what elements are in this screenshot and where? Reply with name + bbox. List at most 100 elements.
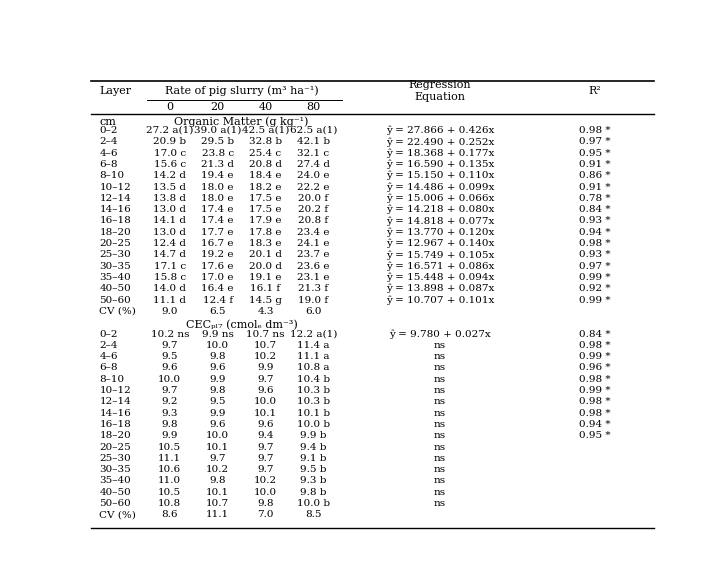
Text: 22.2 e: 22.2 e: [297, 183, 329, 192]
Text: 27.2 a(1): 27.2 a(1): [146, 126, 193, 135]
Text: 17.9 e: 17.9 e: [249, 216, 282, 225]
Text: 10.0: 10.0: [158, 375, 181, 384]
Text: 20–25: 20–25: [100, 443, 131, 452]
Text: 10.1: 10.1: [206, 488, 229, 497]
Text: ŷ = 15.006 + 0.066x: ŷ = 15.006 + 0.066x: [386, 193, 494, 203]
Text: 9.6: 9.6: [209, 420, 226, 429]
Text: 9.9 b: 9.9 b: [300, 431, 326, 440]
Text: 24.1 e: 24.1 e: [297, 239, 329, 248]
Text: 18.2 e: 18.2 e: [249, 183, 282, 192]
Text: 9.8: 9.8: [209, 352, 226, 361]
Text: 18.0 e: 18.0 e: [201, 194, 234, 203]
Text: 23.1 e: 23.1 e: [297, 273, 329, 282]
Text: Layer: Layer: [100, 86, 132, 96]
Text: 19.4 e: 19.4 e: [201, 171, 234, 180]
Text: 9.5: 9.5: [209, 397, 226, 406]
Text: 18.3 e: 18.3 e: [249, 239, 282, 248]
Text: ŷ = 16.590 + 0.135x: ŷ = 16.590 + 0.135x: [386, 160, 494, 169]
Text: 39.0 a(1): 39.0 a(1): [194, 126, 241, 135]
Text: 12.4 f: 12.4 f: [203, 295, 233, 304]
Text: 0: 0: [166, 102, 173, 112]
Text: 10.2: 10.2: [206, 465, 229, 474]
Text: 50–60: 50–60: [100, 295, 131, 304]
Text: ns: ns: [434, 375, 446, 384]
Text: 9.8: 9.8: [209, 386, 226, 395]
Text: 0.91 *: 0.91 *: [579, 183, 611, 192]
Text: 11.1: 11.1: [206, 510, 229, 519]
Text: 14.0 d: 14.0 d: [153, 284, 186, 293]
Text: 9.7: 9.7: [257, 454, 274, 463]
Text: 0.99 *: 0.99 *: [579, 273, 611, 282]
Text: 19.0 f: 19.0 f: [298, 295, 329, 304]
Text: 15.6 c: 15.6 c: [153, 160, 186, 169]
Text: 14–16: 14–16: [100, 409, 131, 418]
Text: 12.2 a(1): 12.2 a(1): [290, 329, 337, 339]
Text: 2–4: 2–4: [100, 137, 118, 146]
Text: 0.84 *: 0.84 *: [579, 329, 611, 339]
Text: 9.5: 9.5: [161, 352, 178, 361]
Text: 16.4 e: 16.4 e: [201, 284, 234, 293]
Text: 9.8: 9.8: [257, 499, 274, 508]
Text: 20.0 d: 20.0 d: [249, 262, 282, 271]
Text: 9.0: 9.0: [161, 307, 178, 316]
Text: 10.2: 10.2: [254, 476, 277, 485]
Text: 17.4 e: 17.4 e: [201, 205, 234, 214]
Text: 0.84 *: 0.84 *: [579, 205, 611, 214]
Text: ŷ = 14.218 + 0.080x: ŷ = 14.218 + 0.080x: [386, 205, 494, 215]
Text: 0.98 *: 0.98 *: [579, 239, 611, 248]
Text: 12–14: 12–14: [100, 397, 131, 406]
Text: cm: cm: [100, 117, 116, 127]
Text: ŷ = 16.571 + 0.086x: ŷ = 16.571 + 0.086x: [386, 261, 494, 271]
Text: ŷ = 15.448 + 0.094x: ŷ = 15.448 + 0.094x: [386, 273, 494, 282]
Text: 4–6: 4–6: [100, 352, 118, 361]
Text: 9.7: 9.7: [161, 386, 178, 395]
Text: 10–12: 10–12: [100, 386, 131, 395]
Text: 9.5 b: 9.5 b: [300, 465, 326, 474]
Text: 9.8: 9.8: [161, 420, 178, 429]
Text: 0.98 *: 0.98 *: [579, 375, 611, 384]
Text: 9.4: 9.4: [257, 431, 274, 440]
Text: ns: ns: [434, 465, 446, 474]
Text: 10.7 ns: 10.7 ns: [246, 329, 285, 339]
Text: R²: R²: [589, 86, 601, 96]
Text: 10.7: 10.7: [254, 341, 277, 350]
Text: 17.1 c: 17.1 c: [153, 262, 186, 271]
Text: 80: 80: [306, 102, 321, 112]
Text: 8–10: 8–10: [100, 171, 124, 180]
Text: CV (%): CV (%): [100, 307, 136, 316]
Text: 42.1 b: 42.1 b: [297, 137, 330, 146]
Text: 10.0 b: 10.0 b: [297, 499, 330, 508]
Text: ns: ns: [434, 431, 446, 440]
Text: 12.4 d: 12.4 d: [153, 239, 186, 248]
Text: 10.6: 10.6: [158, 465, 181, 474]
Text: 0.97 *: 0.97 *: [579, 262, 611, 271]
Text: ns: ns: [434, 420, 446, 429]
Text: 20: 20: [211, 102, 225, 112]
Text: 20–25: 20–25: [100, 239, 131, 248]
Text: 0.92 *: 0.92 *: [579, 284, 611, 293]
Text: 20.2 f: 20.2 f: [298, 205, 329, 214]
Text: 30–35: 30–35: [100, 465, 131, 474]
Text: 10.3 b: 10.3 b: [297, 397, 330, 406]
Text: 9.8 b: 9.8 b: [300, 488, 326, 497]
Text: 19.2 e: 19.2 e: [201, 250, 234, 259]
Text: 14.7 d: 14.7 d: [153, 250, 186, 259]
Text: 10.3 b: 10.3 b: [297, 386, 330, 395]
Text: 6.5: 6.5: [209, 307, 226, 316]
Text: 13.0 d: 13.0 d: [153, 228, 186, 237]
Text: 4.3: 4.3: [257, 307, 274, 316]
Text: 20.8 d: 20.8 d: [249, 160, 282, 169]
Text: 18–20: 18–20: [100, 228, 131, 237]
Text: 17.4 e: 17.4 e: [201, 216, 234, 225]
Text: 10.1: 10.1: [206, 443, 229, 452]
Text: 17.7 e: 17.7 e: [201, 228, 234, 237]
Text: ŷ = 10.707 + 0.101x: ŷ = 10.707 + 0.101x: [386, 295, 494, 305]
Text: ns: ns: [434, 476, 446, 485]
Text: 9.7: 9.7: [257, 375, 274, 384]
Text: 10.4 b: 10.4 b: [297, 375, 330, 384]
Text: 10.8: 10.8: [158, 499, 181, 508]
Text: 9.9: 9.9: [209, 409, 226, 418]
Text: ŷ = 15.749 + 0.105x: ŷ = 15.749 + 0.105x: [386, 250, 494, 259]
Text: 6–8: 6–8: [100, 160, 118, 169]
Text: 29.5 b: 29.5 b: [201, 137, 234, 146]
